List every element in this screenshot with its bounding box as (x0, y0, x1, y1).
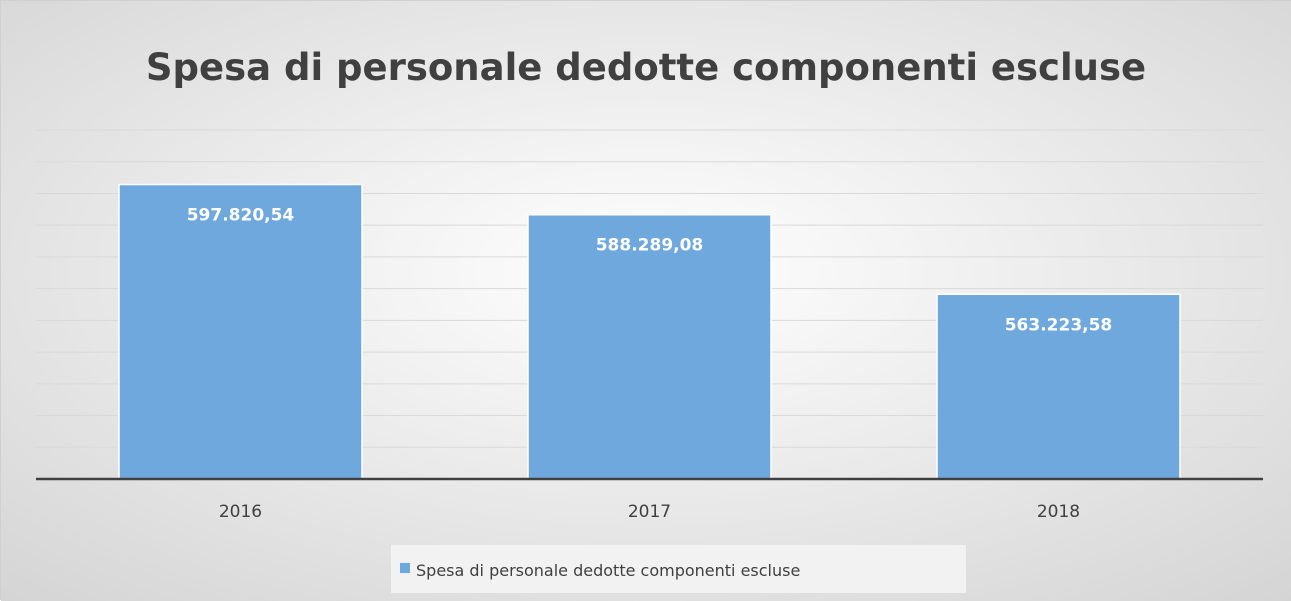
legend-box (391, 545, 966, 593)
x-tick-2016: 2016 (219, 502, 262, 522)
chart-title: Spesa di personale dedotte componenti es… (146, 46, 1146, 89)
bar-2018 (936, 293, 1181, 480)
legend-swatch (400, 563, 410, 573)
x-tick-labels: 2016 2017 2018 (219, 502, 1080, 522)
data-label-2016: 597.820,54 (187, 206, 295, 226)
legend: Spesa di personale dedotte componenti es… (391, 545, 966, 593)
bar-2017 (527, 213, 772, 480)
data-labels: 597.820,54 588.289,08 563.223,58 (187, 206, 1113, 336)
x-tick-2017: 2017 (628, 502, 671, 522)
bars (118, 183, 1181, 480)
x-tick-2018: 2018 (1037, 502, 1080, 522)
data-label-2018: 563.223,58 (1005, 315, 1113, 335)
data-label-2017: 588.289,08 (596, 236, 704, 256)
legend-entry-label: Spesa di personale dedotte componenti es… (416, 561, 800, 580)
bar-2016 (118, 183, 363, 480)
